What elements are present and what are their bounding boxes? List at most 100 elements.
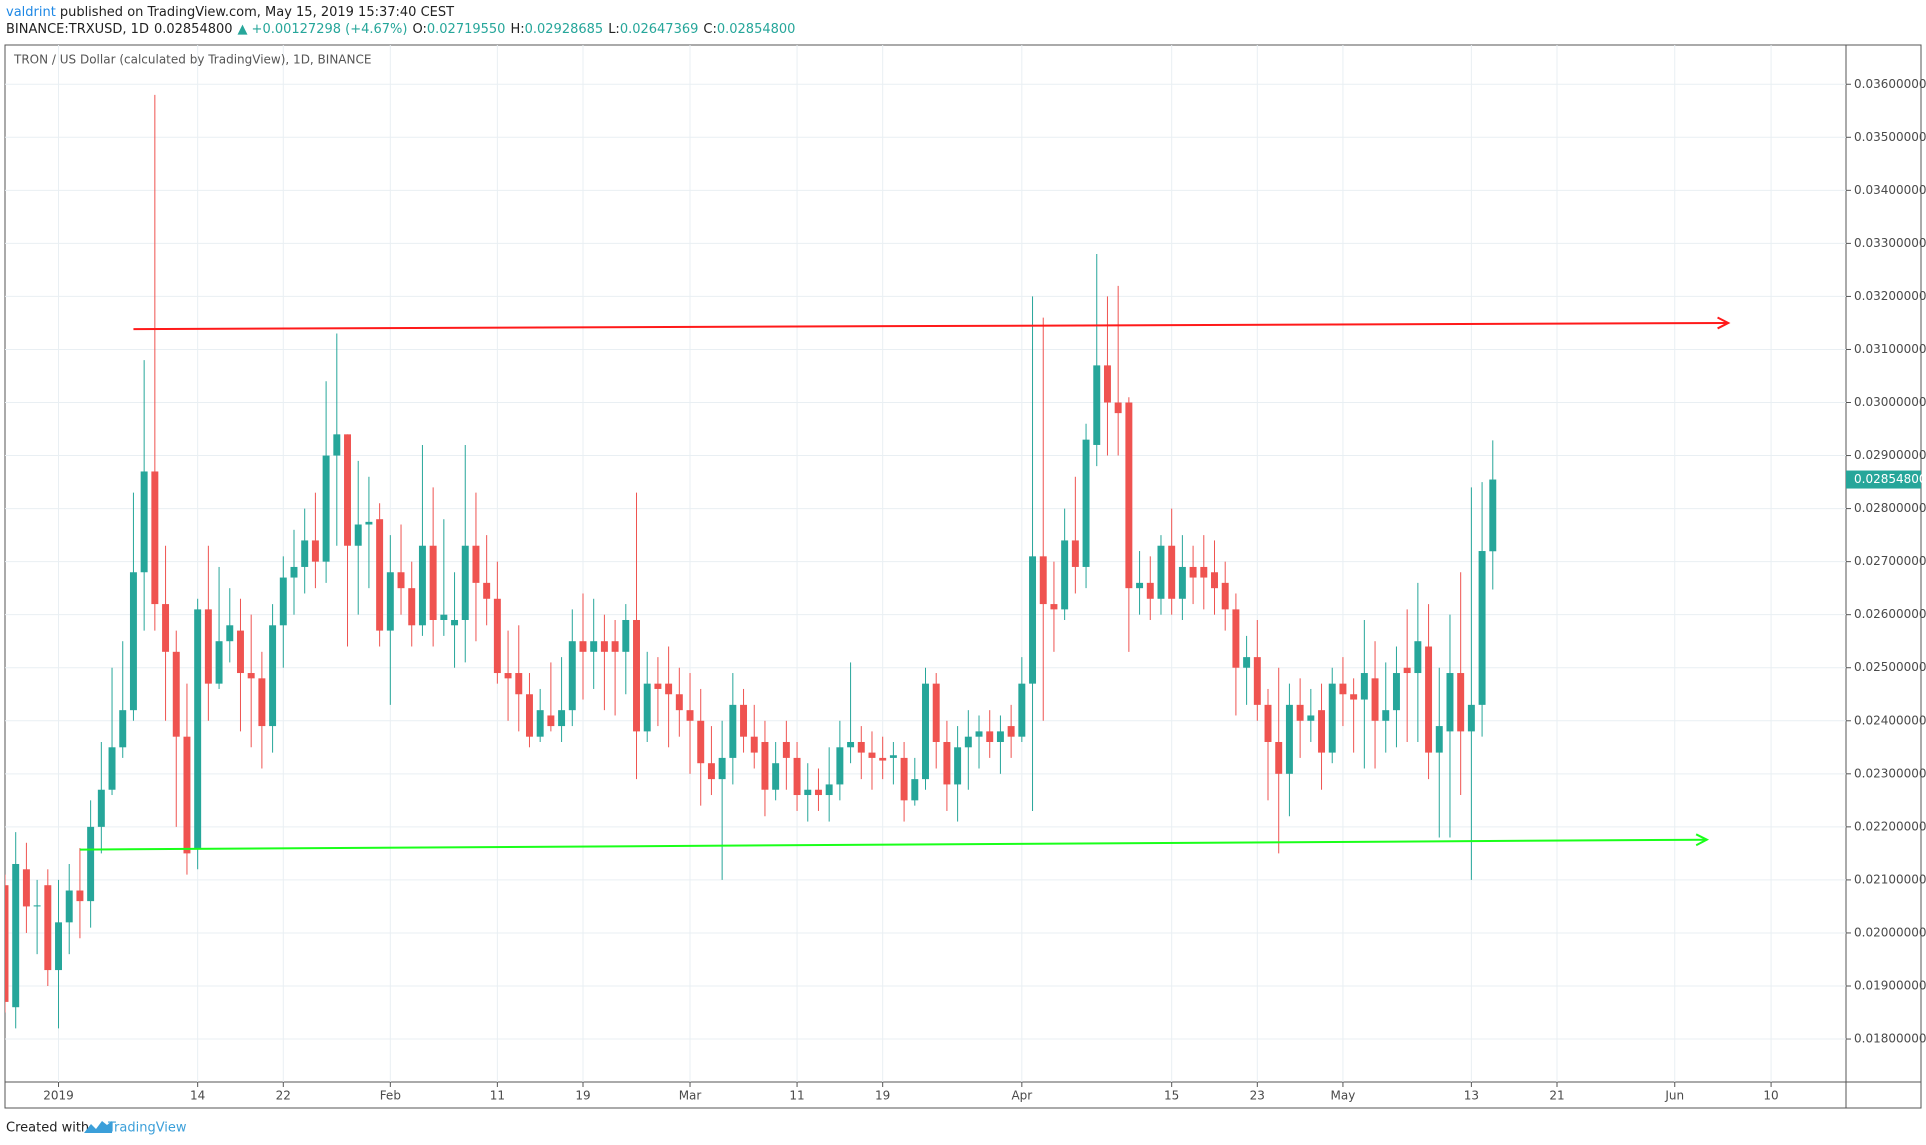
candle-body bbox=[44, 885, 52, 971]
candle-body bbox=[354, 524, 362, 546]
x-tick-label: 23 bbox=[1250, 1089, 1265, 1103]
candle-body bbox=[493, 598, 501, 674]
y-tick-label: 0.03300000 bbox=[1854, 236, 1926, 250]
candles bbox=[5, 94, 1497, 1029]
candle-body bbox=[1093, 365, 1101, 445]
candle-body bbox=[1328, 683, 1336, 753]
x-tick-label: Feb bbox=[380, 1089, 401, 1103]
last-price-label: 0.02854800 bbox=[1854, 472, 1926, 486]
candle-body bbox=[1489, 479, 1497, 552]
candle-body bbox=[1211, 572, 1218, 589]
x-tick-label: 11 bbox=[789, 1089, 804, 1103]
candle-body bbox=[558, 710, 566, 727]
candle-body bbox=[215, 641, 223, 684]
x-tick-label: May bbox=[1331, 1089, 1356, 1103]
header: valdrint published on TradingView.com, Ma… bbox=[6, 5, 454, 20]
candle-body bbox=[1307, 715, 1315, 721]
candle-body bbox=[344, 434, 351, 546]
candle-body bbox=[568, 641, 576, 711]
y-tick-label: 0.02900000 bbox=[1854, 448, 1926, 462]
candle-body bbox=[1018, 683, 1026, 737]
y-tick-label: 0.02300000 bbox=[1854, 766, 1926, 780]
close-value: 0.02854800 bbox=[717, 22, 796, 37]
candle-body bbox=[547, 715, 555, 727]
candle-body bbox=[162, 604, 170, 652]
chart-title: TRON / US Dollar (calculated by TradingV… bbox=[13, 53, 371, 67]
y-tick-label: 0.01800000 bbox=[1854, 1032, 1926, 1046]
candle-body bbox=[772, 763, 780, 790]
y-tick-label: 0.03100000 bbox=[1854, 342, 1926, 356]
candle-body bbox=[675, 694, 683, 711]
candle-body bbox=[440, 614, 448, 620]
change: +0.00127298 (+4.67%) bbox=[252, 22, 408, 37]
candle-body bbox=[868, 752, 876, 758]
candle-body bbox=[922, 683, 929, 780]
candle-body bbox=[1050, 604, 1058, 610]
candle-body bbox=[879, 757, 887, 761]
candle-body bbox=[1253, 657, 1261, 705]
candle-body bbox=[633, 619, 640, 732]
candle-body bbox=[1232, 609, 1240, 668]
x-tick-label: 10 bbox=[1763, 1089, 1778, 1103]
candle-body bbox=[1103, 365, 1111, 403]
x-tick-label: 14 bbox=[190, 1089, 205, 1103]
candle-body bbox=[258, 678, 266, 727]
y-tick-label: 0.02500000 bbox=[1854, 660, 1926, 674]
trend-arrowhead bbox=[1695, 833, 1710, 847]
candle-body bbox=[718, 757, 726, 780]
candle-body bbox=[590, 641, 598, 652]
x-tick-label: 15 bbox=[1164, 1089, 1179, 1103]
candle-body bbox=[1146, 582, 1154, 599]
x-tick-label: 19 bbox=[875, 1089, 890, 1103]
y-tick-label: 0.03000000 bbox=[1854, 395, 1926, 409]
candle-body bbox=[290, 566, 298, 578]
y-tick-label: 0.03400000 bbox=[1854, 183, 1926, 197]
candle-body bbox=[943, 741, 951, 785]
candle-body bbox=[761, 741, 769, 790]
candle-body bbox=[386, 572, 394, 631]
candle-body bbox=[1243, 657, 1251, 668]
x-tick-label: Mar bbox=[679, 1089, 702, 1103]
candle-body bbox=[140, 471, 148, 573]
x-tick-label: 11 bbox=[490, 1089, 505, 1103]
candle-body bbox=[301, 540, 309, 567]
author[interactable]: valdrint bbox=[6, 5, 56, 20]
candle-body bbox=[55, 922, 62, 971]
candle-body bbox=[900, 757, 908, 801]
y-tick-label: 0.02200000 bbox=[1854, 819, 1926, 833]
candle-body bbox=[33, 905, 41, 907]
x-tick-label: 2019 bbox=[43, 1089, 74, 1103]
candle-body bbox=[643, 683, 651, 732]
candle-body bbox=[729, 704, 737, 758]
candle-body bbox=[226, 625, 234, 642]
candle-body bbox=[750, 736, 758, 753]
y-tick-label: 0.03500000 bbox=[1854, 130, 1926, 144]
candle-body bbox=[322, 455, 330, 562]
candle-body bbox=[76, 890, 84, 902]
candle-body bbox=[365, 521, 373, 525]
y-tick-label: 0.02100000 bbox=[1854, 872, 1926, 886]
candle-body bbox=[814, 789, 822, 796]
high-value: 0.02928685 bbox=[525, 22, 604, 37]
x-tick-label: 22 bbox=[276, 1089, 291, 1103]
candle-body bbox=[1189, 566, 1197, 578]
candle-body bbox=[1403, 667, 1411, 674]
axes: 0.01800000 0.01900000 0.02000000 0.02100000… bbox=[43, 77, 1926, 1103]
candle-body bbox=[1467, 704, 1475, 732]
published: published on TradingView.com, May 15, 20… bbox=[60, 5, 454, 20]
candle-body bbox=[5, 885, 9, 1002]
candle-body bbox=[1200, 566, 1208, 578]
y-tick-label: 0.02400000 bbox=[1854, 713, 1926, 727]
candle-body bbox=[836, 747, 844, 785]
candle-body bbox=[504, 673, 512, 679]
candle-body bbox=[804, 789, 812, 796]
candle-body bbox=[793, 757, 801, 796]
candle-body bbox=[1318, 710, 1326, 753]
footer-brand[interactable]: TradingView bbox=[107, 1121, 187, 1136]
candle-body bbox=[911, 779, 919, 801]
candle-body bbox=[665, 683, 673, 695]
candle-body bbox=[1457, 673, 1465, 732]
